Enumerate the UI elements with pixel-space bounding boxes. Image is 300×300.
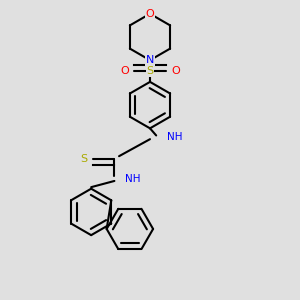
Text: NH: NH bbox=[125, 174, 141, 184]
Text: O: O bbox=[120, 66, 129, 76]
Text: N: N bbox=[146, 55, 154, 65]
Text: O: O bbox=[171, 66, 180, 76]
Text: S: S bbox=[80, 154, 88, 164]
Text: NH: NH bbox=[167, 132, 182, 142]
Text: O: O bbox=[146, 9, 154, 19]
Text: S: S bbox=[146, 66, 154, 76]
